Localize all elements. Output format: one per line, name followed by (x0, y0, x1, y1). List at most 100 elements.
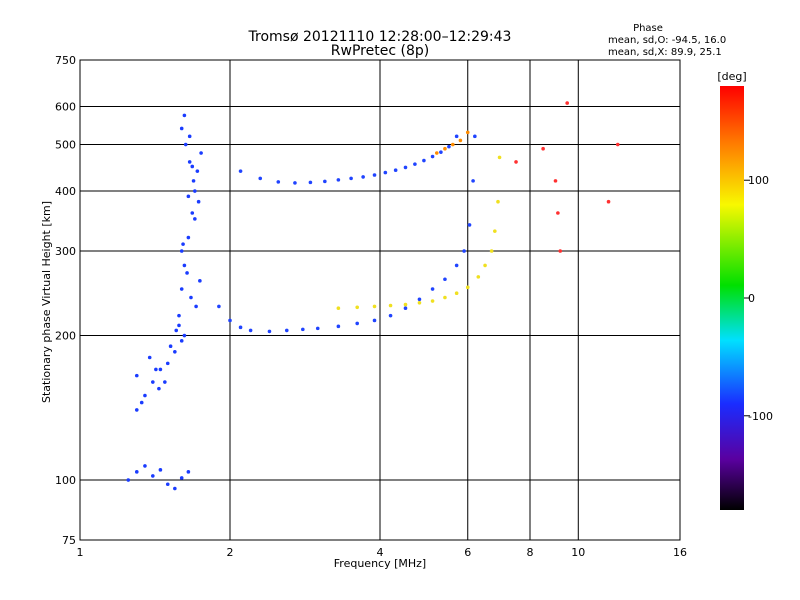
data-point (238, 325, 243, 330)
y-tick-label: 750 (55, 54, 76, 67)
data-point (134, 373, 139, 378)
data-point (187, 160, 192, 164)
x-tick-label: 8 (527, 546, 534, 559)
data-point (383, 170, 388, 175)
data-point (194, 304, 198, 309)
data-point (228, 318, 232, 323)
series (134, 323, 187, 412)
data-point (196, 199, 201, 204)
data-point (473, 134, 477, 139)
series (336, 155, 502, 311)
data-point (393, 168, 398, 173)
data-point (181, 242, 185, 246)
data-point (189, 295, 193, 300)
data-point (403, 302, 408, 307)
data-point (199, 151, 203, 155)
data-point (187, 134, 192, 139)
data-point (182, 263, 187, 268)
data-point (191, 179, 196, 183)
data-point (143, 393, 147, 398)
data-point (217, 304, 221, 309)
plot-area: 1 2 4 6 8 10 16 75 100 200 300 400 500 600 750 (55, 54, 687, 559)
data-point (553, 179, 558, 183)
data-point (134, 470, 139, 474)
data-point (323, 179, 327, 184)
data-point (183, 142, 188, 147)
data-point (186, 235, 191, 240)
series (434, 130, 470, 155)
colorbar-label: [deg] (717, 70, 746, 83)
colorbar-tick-label: 0 (748, 292, 755, 305)
data-point (496, 199, 500, 204)
stats-o-mode: mean, sd,O: -94.5, 16.0 (608, 35, 726, 46)
data-point (179, 126, 184, 131)
data-point (248, 328, 253, 333)
data-point (165, 361, 170, 366)
data-point (493, 229, 497, 233)
data-point (372, 304, 377, 309)
data-point (198, 279, 202, 283)
data-point (336, 178, 341, 182)
data-point (497, 155, 502, 160)
data-point (284, 328, 289, 333)
data-point (388, 303, 393, 308)
data-point (293, 181, 297, 185)
data-point (443, 146, 447, 151)
x-tick-label: 10 (571, 546, 585, 559)
data-point (439, 150, 443, 154)
data-point (157, 386, 161, 391)
data-point (336, 306, 341, 311)
stats-heading: Phase (633, 23, 663, 34)
data-point (258, 176, 263, 181)
data-point (454, 263, 459, 268)
y-axis-label: Stationary phase Virtual Height [km] (40, 201, 53, 403)
x-tick-label: 4 (377, 546, 384, 559)
data-point (471, 179, 475, 183)
series (177, 113, 203, 318)
stats-x-mode: mean, sd,X: 89.9, 25.1 (608, 47, 722, 58)
data-point (465, 130, 470, 135)
data-point (139, 400, 144, 405)
data-point (195, 169, 200, 173)
data-point (179, 476, 184, 480)
colorbar-tick-label: 100 (748, 174, 769, 187)
data-point (417, 297, 422, 302)
data-point (413, 162, 417, 166)
y-axis-ticks: 75 100 200 300 400 500 600 750 (55, 54, 76, 547)
data-point (443, 277, 447, 282)
data-point (458, 138, 463, 143)
data-point (430, 287, 435, 291)
data-point (163, 380, 167, 384)
x-tick-label: 16 (673, 546, 687, 559)
data-point (154, 367, 158, 372)
data-point (558, 249, 563, 253)
series (126, 464, 191, 491)
data-point (315, 326, 320, 331)
data-point (476, 275, 481, 279)
data-point (443, 295, 447, 300)
data-point (238, 169, 243, 173)
data-point (158, 468, 163, 472)
data-point (147, 355, 152, 360)
data-point (179, 339, 184, 343)
data-point (417, 301, 422, 305)
y-tick-label: 300 (55, 245, 76, 258)
data-point (361, 175, 365, 179)
data-point (151, 474, 155, 478)
data-point (615, 142, 620, 147)
data-point (465, 285, 470, 290)
colorbar (720, 86, 744, 510)
grid-lines (80, 60, 680, 540)
data-point (308, 180, 313, 185)
data-point (454, 291, 459, 296)
data-point (355, 305, 359, 310)
data-point (349, 176, 353, 181)
colorbar-ticks: 100 0 -100 (744, 174, 773, 423)
data-point (190, 211, 195, 215)
data-point (434, 151, 439, 155)
x-tick-label: 6 (464, 546, 471, 559)
data-point (372, 173, 377, 177)
y-tick-label: 400 (55, 185, 76, 198)
x-tick-label: 1 (77, 546, 84, 559)
